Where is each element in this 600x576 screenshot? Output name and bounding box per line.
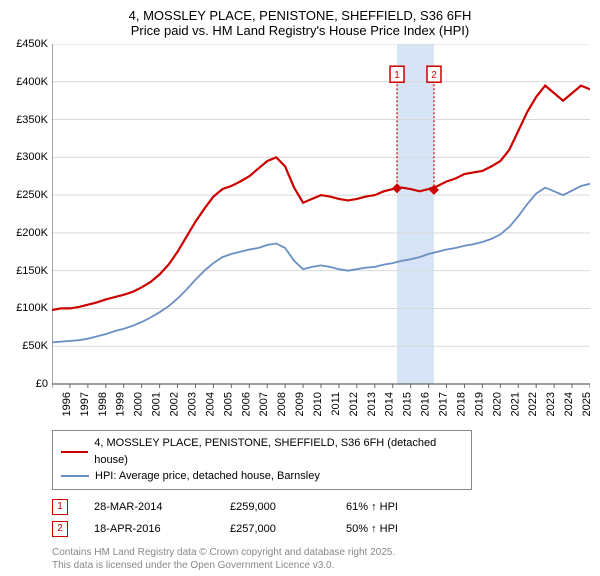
x-tick-label: 2000 (133, 392, 145, 416)
sale-date: 18-APR-2016 (94, 523, 204, 535)
chart-svg: 1995 1996 1997 1998 1999 2000 2001 2002 2003 2004… (52, 44, 590, 424)
y-tick-label: £50K (22, 340, 48, 352)
x-tick-label: 2010 (312, 392, 324, 416)
x-tick-label: 2008 (276, 392, 288, 416)
x-tick-label: 2005 (222, 392, 234, 416)
sale-row: 1 28-MAR-2014 £259,000 61% ↑ HPI (52, 496, 590, 518)
legend-swatch (61, 451, 88, 453)
legend-label: 4, MOSSLEY PLACE, PENISTONE, SHEFFIELD, … (94, 435, 463, 468)
x-tick-label: 2019 (473, 392, 485, 416)
footer-line-1: Contains HM Land Registry data © Crown c… (52, 546, 590, 559)
x-tick-label: 1996 (61, 392, 73, 416)
footer-line-2: This data is licensed under the Open Gov… (52, 559, 590, 572)
plot-area: £0 £50K £100K £150K £200K £250K £300K £350K £400… (10, 44, 590, 424)
legend-swatch (61, 475, 89, 477)
legend-item: 4, MOSSLEY PLACE, PENISTONE, SHEFFIELD, … (61, 435, 463, 468)
x-tick-label: 2024 (563, 392, 575, 416)
y-tick-label: £400K (16, 76, 48, 88)
legend: 4, MOSSLEY PLACE, PENISTONE, SHEFFIELD, … (52, 430, 472, 490)
sale-date: 28-MAR-2014 (94, 501, 204, 513)
y-tick-label: £200K (16, 227, 48, 239)
sale-price: £257,000 (230, 523, 320, 535)
y-tick-label: £150K (16, 265, 48, 277)
sale-marker-box: 2 (52, 521, 68, 537)
x-tick-label: 2020 (491, 392, 503, 416)
y-tick-label: £350K (16, 114, 48, 126)
x-tick-label: 2025 (581, 392, 590, 416)
x-tick-label: 2006 (240, 392, 252, 416)
sale-delta: 61% ↑ HPI (346, 501, 398, 513)
x-tick-label: 1999 (115, 392, 127, 416)
x-tick-label: 2004 (204, 392, 216, 416)
x-tick-label: 1997 (79, 392, 91, 416)
y-tick-label: £250K (16, 189, 48, 201)
title-line-2: Price paid vs. HM Land Registry's House … (10, 23, 590, 38)
sale-row: 2 18-APR-2016 £257,000 50% ↑ HPI (52, 518, 590, 540)
y-tick-label: £300K (16, 151, 48, 163)
x-tick-label: 2016 (420, 392, 432, 416)
x-tick-label: 2007 (258, 392, 270, 416)
series-hpi (52, 184, 590, 343)
footer-attribution: Contains HM Land Registry data © Crown c… (52, 546, 590, 572)
legend-item: HPI: Average price, detached house, Barn… (61, 468, 463, 485)
x-tick-label: 2002 (169, 392, 181, 416)
title-line-1: 4, MOSSLEY PLACE, PENISTONE, SHEFFIELD, … (10, 8, 590, 23)
x-tick-label: 2003 (186, 392, 198, 416)
x-tick-label: 1995 (52, 392, 55, 416)
x-tick-label: 2015 (402, 392, 414, 416)
legend-label: HPI: Average price, detached house, Barn… (95, 468, 320, 485)
x-tick-label: 1998 (97, 392, 109, 416)
y-tick-label: £0 (36, 378, 48, 390)
x-tick-label: 2021 (509, 392, 521, 416)
x-tick-label: 2001 (151, 392, 163, 416)
y-tick-label: £100K (16, 302, 48, 314)
sale-marker-label: 1 (394, 70, 400, 81)
x-tick-label: 2013 (366, 392, 378, 416)
x-tick-label: 2023 (545, 392, 557, 416)
x-tick-label: 2022 (527, 392, 539, 416)
x-tick-label: 2012 (348, 392, 360, 416)
x-tick-label: 2017 (438, 392, 450, 416)
sales-table: 1 28-MAR-2014 £259,000 61% ↑ HPI 2 18-APR-201… (52, 496, 590, 540)
x-tick-label: 2011 (330, 392, 342, 416)
sale-marker-box: 1 (52, 499, 68, 515)
y-tick-label: £450K (16, 38, 48, 50)
x-tick-label: 2009 (294, 392, 306, 416)
sale-price: £259,000 (230, 501, 320, 513)
x-tick-label: 2018 (455, 392, 467, 416)
chart-title: 4, MOSSLEY PLACE, PENISTONE, SHEFFIELD, … (10, 8, 590, 38)
sale-delta: 50% ↑ HPI (346, 523, 398, 535)
sale-marker-label: 2 (431, 70, 437, 81)
x-tick-label: 2014 (384, 392, 396, 416)
